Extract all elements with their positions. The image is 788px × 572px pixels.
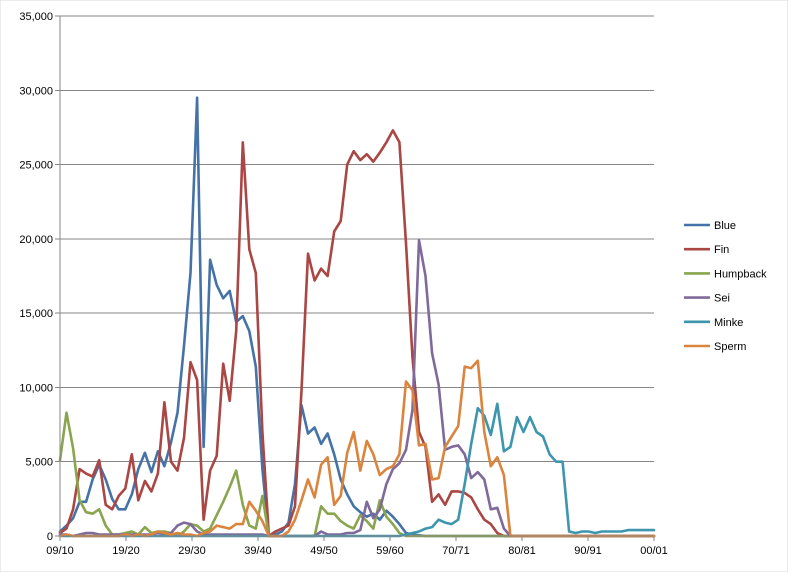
legend-label-sperm: Sperm	[714, 341, 746, 353]
legend-label-minke: Minke	[714, 317, 743, 329]
y-tick-label: 30,000	[19, 85, 53, 97]
x-tick-label: 39/40	[244, 545, 272, 557]
y-tick-label: 25,000	[19, 160, 53, 172]
x-tick-label: 19/20	[112, 545, 140, 557]
legend-label-fin: Fin	[714, 244, 729, 256]
x-axis-ticks: 09/10 19/20 29/30 39/40 49/50 59/60 70/71 80/81…	[46, 536, 668, 557]
y-tick-label: 35,000	[19, 11, 53, 23]
y-axis-ticks: 0 5,000 10,000 15,000 20,000 25,000 30,000 35,0…	[19, 11, 60, 543]
y-tick-label: 15,000	[19, 308, 53, 320]
legend-label-sei: Sei	[714, 293, 730, 305]
x-tick-label: 49/50	[310, 545, 338, 557]
legend-label-humpback: Humpback	[714, 268, 767, 280]
y-tick-label: 5,000	[25, 457, 53, 469]
gridlines	[60, 15, 654, 463]
x-tick-label: 00/01	[640, 545, 668, 557]
legend-label-blue: Blue	[714, 220, 736, 232]
y-tick-label: 10,000	[19, 382, 53, 394]
x-tick-label: 70/71	[442, 545, 470, 557]
x-tick-label: 80/81	[508, 545, 536, 557]
x-tick-label: 59/60	[376, 545, 404, 557]
y-tick-label: 0	[47, 531, 53, 543]
legend: Blue Fin Humpback Sei Minke Sperm	[684, 220, 767, 353]
y-tick-label: 20,000	[19, 234, 53, 246]
x-tick-label: 29/30	[178, 545, 206, 557]
x-tick-label: 09/10	[46, 545, 74, 557]
x-tick-label: 90/91	[574, 545, 602, 557]
axes	[59, 16, 654, 537]
